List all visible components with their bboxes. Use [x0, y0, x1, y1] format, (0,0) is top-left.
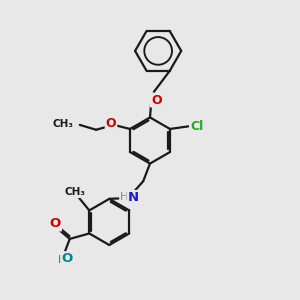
- Text: O: O: [61, 252, 73, 265]
- Text: O: O: [50, 218, 61, 230]
- Text: O: O: [106, 117, 116, 130]
- Text: O: O: [151, 94, 162, 106]
- Text: Cl: Cl: [190, 120, 203, 133]
- Text: CH₃: CH₃: [64, 187, 86, 197]
- Text: N: N: [128, 191, 139, 204]
- Text: H: H: [120, 192, 128, 202]
- Text: CH₃: CH₃: [52, 119, 73, 129]
- Text: H: H: [58, 255, 67, 265]
